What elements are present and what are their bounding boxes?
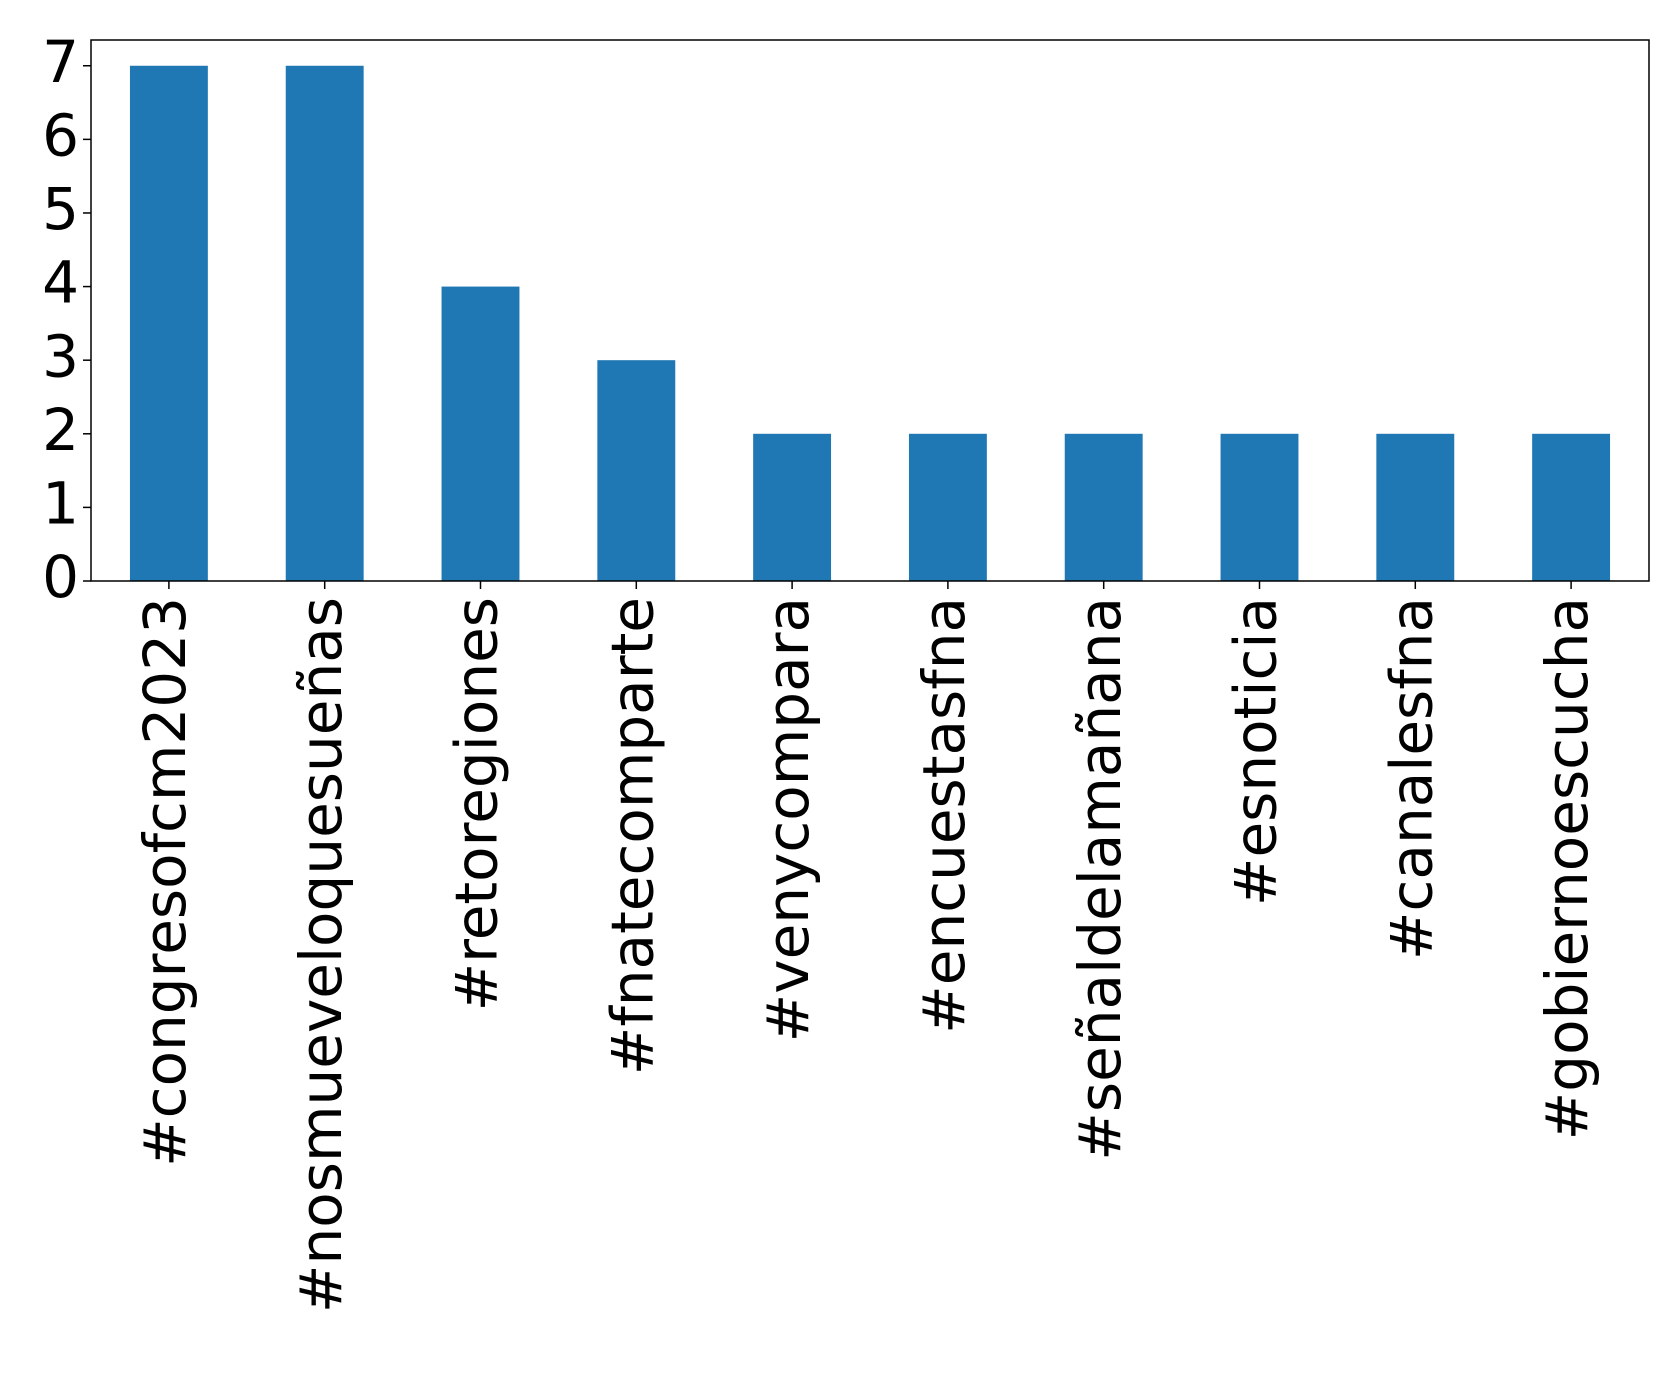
x-tick-label: #retoregiones — [443, 597, 511, 1011]
x-tick-label: #gobiernoescucha — [1533, 597, 1601, 1140]
y-tick-label: 0 — [42, 543, 79, 611]
x-tick-label: #fnatecomparte — [598, 597, 666, 1075]
bar — [441, 286, 520, 581]
bar — [1064, 433, 1143, 581]
y-tick-label: 4 — [42, 249, 79, 317]
x-tick-label: #congresofcm2023 — [131, 597, 199, 1167]
bar — [753, 433, 832, 581]
y-tick-label: 2 — [42, 396, 79, 464]
y-tick-label: 5 — [42, 175, 79, 243]
bar — [597, 360, 676, 581]
y-tick-label: 6 — [42, 101, 79, 169]
x-tick-label: #nosmueveloquesueñas — [287, 597, 355, 1313]
plot-frame — [90, 39, 1650, 582]
x-tick-label: #canalesfna — [1377, 597, 1445, 960]
x-tick-label: #encuestasfna — [910, 597, 978, 1034]
x-tick-label: #señaldelamañana — [1066, 597, 1134, 1161]
bar — [1220, 433, 1299, 581]
x-tick-label: #esnoticia — [1222, 597, 1290, 906]
y-tick-label: 3 — [42, 322, 79, 390]
bar — [1376, 433, 1455, 581]
x-tick-label: #venycompara — [754, 597, 822, 1042]
bar — [285, 65, 364, 581]
bar — [908, 433, 987, 581]
bar — [1532, 433, 1611, 581]
y-tick-label: 7 — [42, 28, 79, 96]
y-tick-label: 1 — [42, 470, 79, 538]
bar — [129, 65, 208, 581]
